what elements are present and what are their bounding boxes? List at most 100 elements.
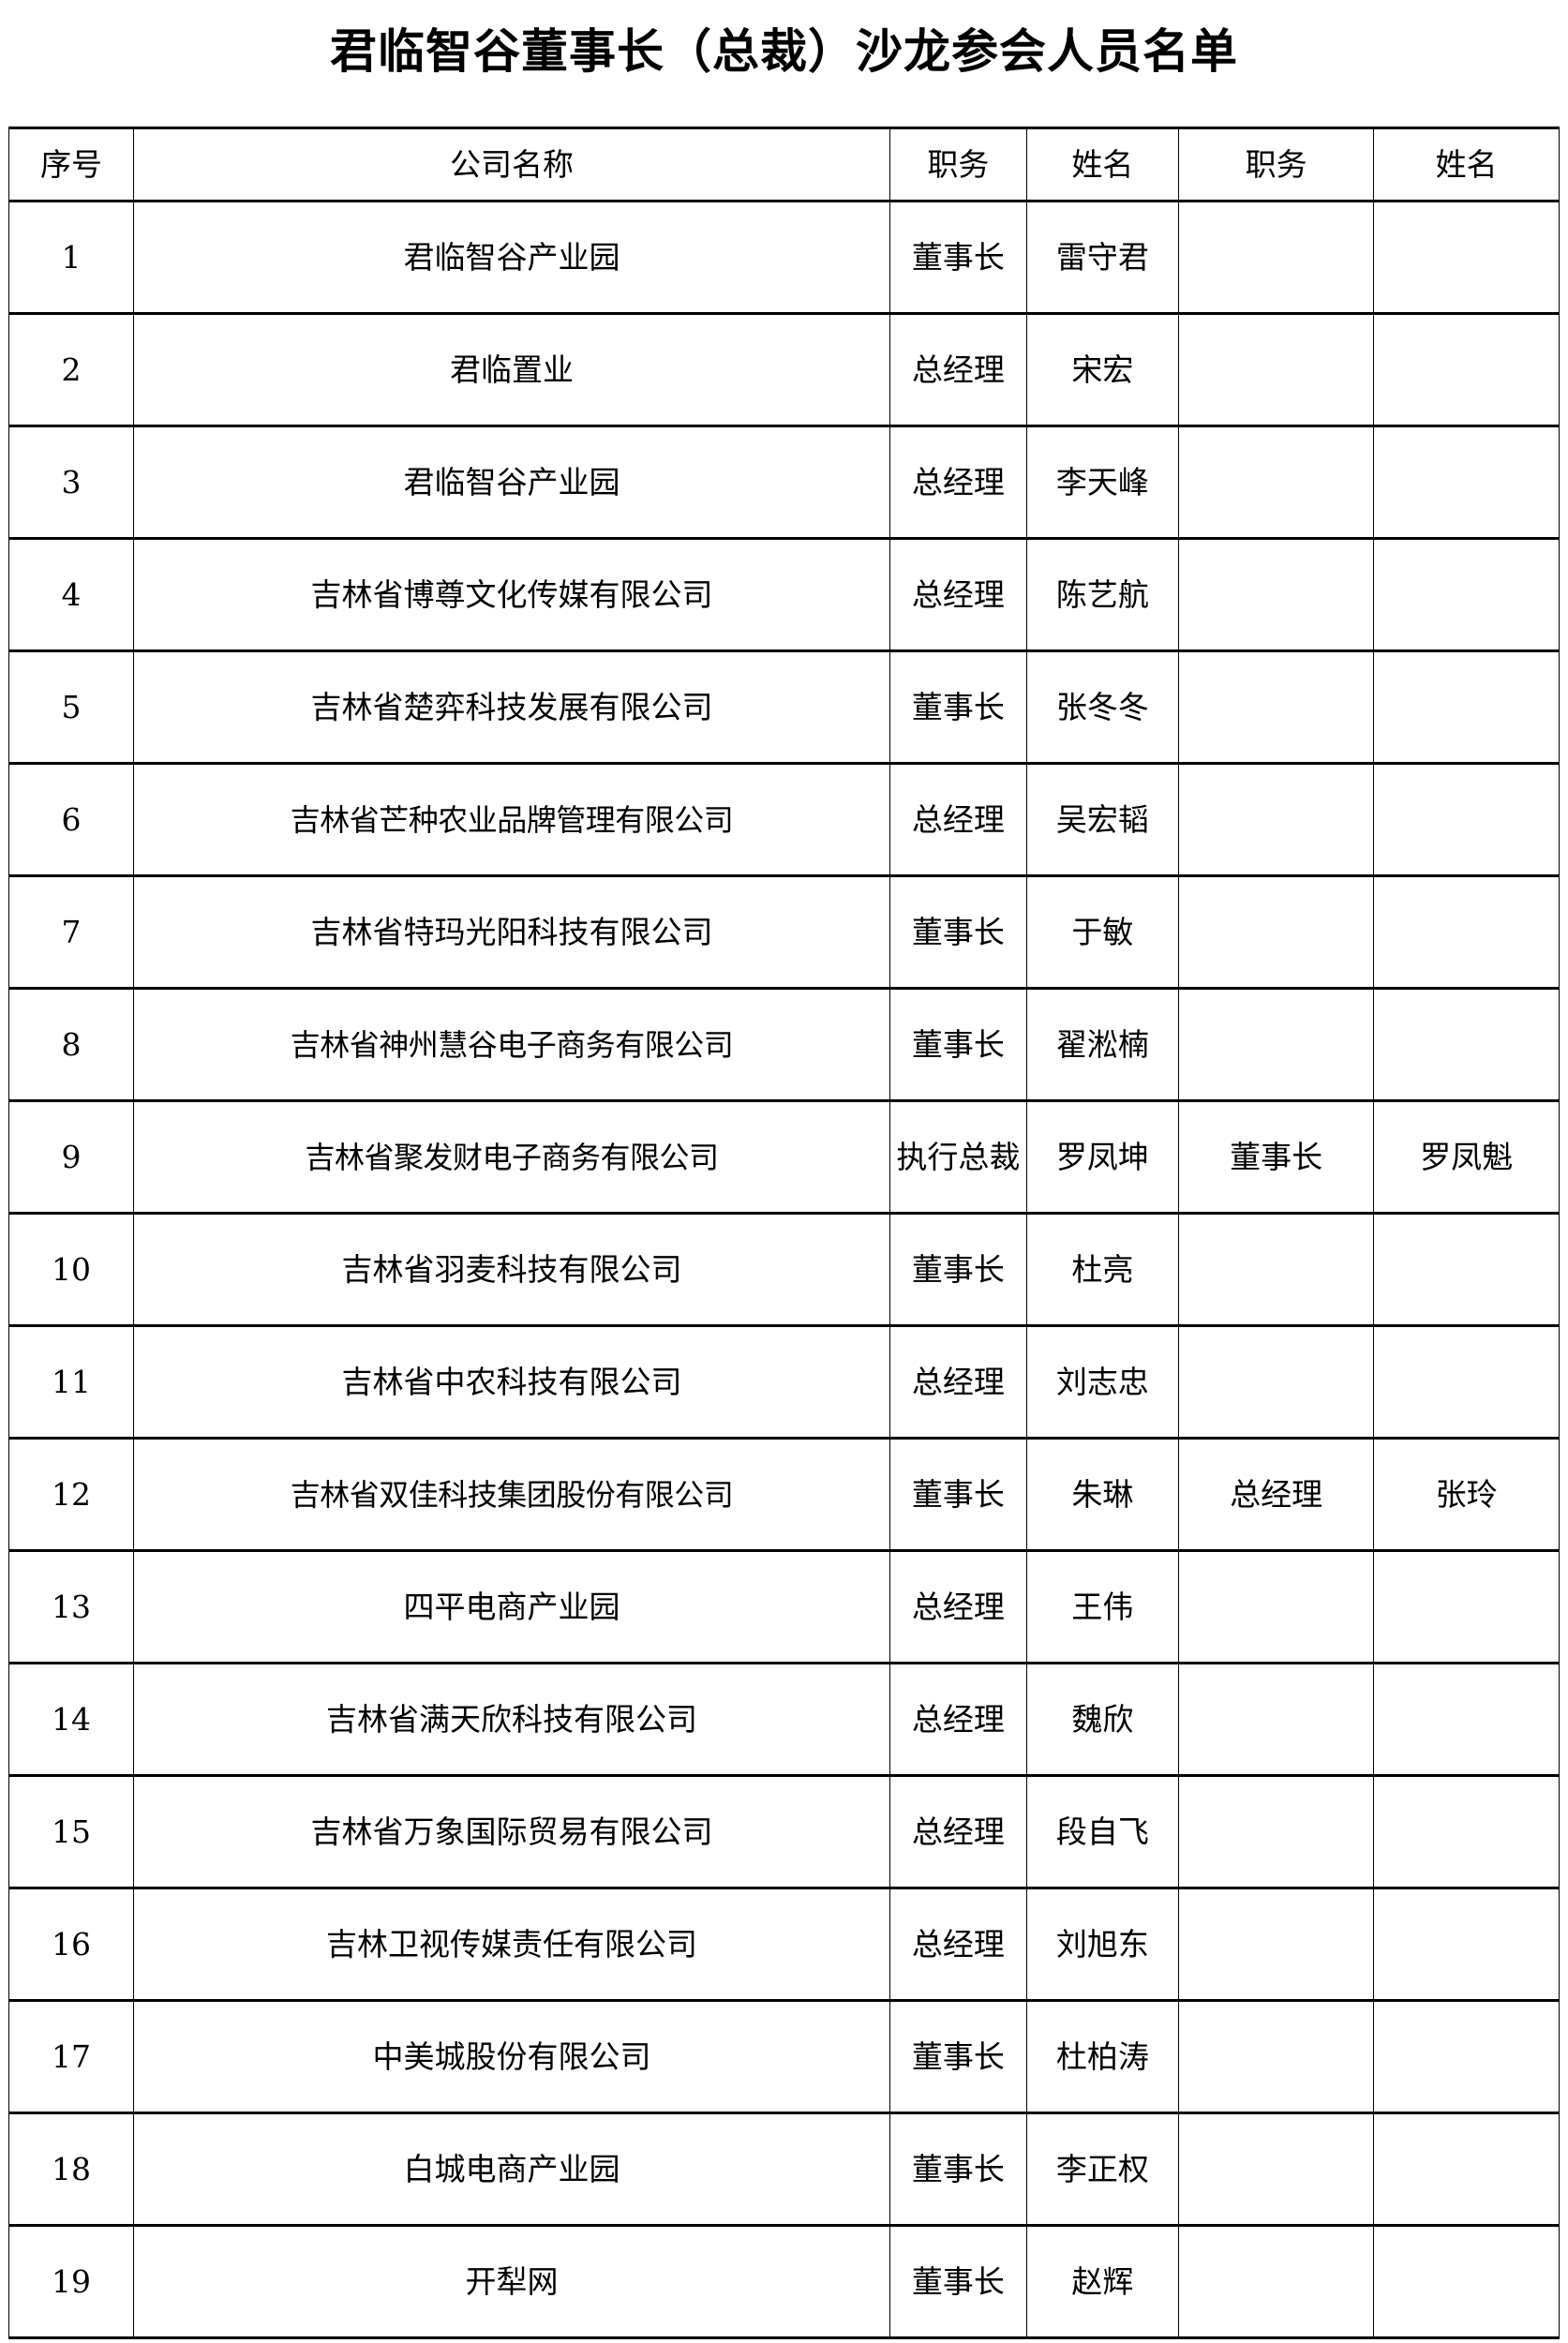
cell-title-2: [1178, 425, 1375, 540]
table-row: 14 吉林省满天欣科技有限公司 总经理 魏欣: [8, 1663, 1560, 1777]
cell-name-2: [1373, 2225, 1560, 2339]
cell-index: 6: [8, 763, 134, 877]
cell-name-1: 杜柏涛: [1025, 2000, 1180, 2114]
cell-name-2: 罗凤魁: [1373, 1100, 1560, 1215]
cell-name-1: 李正权: [1025, 2112, 1180, 2227]
cell-title-2: [1178, 1550, 1375, 1664]
cell-name-1: 陈艺航: [1025, 538, 1180, 652]
cell-company: 吉林省聚发财电子商务有限公司: [132, 1100, 891, 1215]
table-row: 15 吉林省万象国际贸易有限公司 总经理 段自飞: [8, 1775, 1560, 1889]
cell-name-2: [1373, 538, 1560, 652]
cell-name-2: 张玲: [1373, 1438, 1560, 1552]
cell-title-1: 董事长: [889, 2225, 1027, 2339]
cell-company: 四平电商产业园: [132, 1550, 891, 1664]
cell-name-1: 魏欣: [1025, 1663, 1180, 1777]
page-title: 君临智谷董事长（总裁）沙龙参会人员名单: [330, 24, 1238, 79]
cell-index: 19: [8, 2225, 134, 2339]
cell-title-1: 总经理: [889, 1550, 1027, 1664]
cell-title-2: [1178, 2225, 1375, 2339]
cell-name-2: [1373, 425, 1560, 540]
cell-index: 10: [8, 1213, 134, 1327]
cell-company: 君临智谷产业园: [132, 201, 891, 315]
table-row: 13 四平电商产业园 总经理 王伟: [8, 1550, 1560, 1664]
cell-title-2: [1178, 650, 1375, 765]
cell-name-1: 李天峰: [1025, 425, 1180, 540]
cell-name-2: [1373, 1888, 1560, 2002]
cell-name-2: [1373, 2112, 1560, 2227]
cell-company: 吉林省芒种农业品牌管理有限公司: [132, 763, 891, 877]
cell-title-1: 董事长: [889, 875, 1027, 990]
cell-company: 吉林省神州慧谷电子商务有限公司: [132, 988, 891, 1102]
cell-title-1: 总经理: [889, 538, 1027, 652]
cell-name-1: 刘旭东: [1025, 1888, 1180, 2002]
cell-company: 吉林省万象国际贸易有限公司: [132, 1775, 891, 1889]
cell-company: 吉林省博尊文化传媒有限公司: [132, 538, 891, 652]
table-row: 17 中美城股份有限公司 董事长 杜柏涛: [8, 2000, 1560, 2114]
table-header-row: 序号 公司名称 职务 姓名 职务 姓名: [8, 127, 1560, 202]
cell-name-1: 杜亮: [1025, 1213, 1180, 1327]
cell-title-1: 执行总裁: [889, 1100, 1027, 1215]
cell-name-1: 王伟: [1025, 1550, 1180, 1664]
cell-name-1: 段自飞: [1025, 1775, 1180, 1889]
cell-company: 君临智谷产业园: [132, 425, 891, 540]
cell-name-2: [1373, 201, 1560, 315]
cell-title-2: 董事长: [1178, 1100, 1375, 1215]
table-row: 10 吉林省羽麦科技有限公司 董事长 杜亮: [8, 1213, 1560, 1327]
table-row: 2 君临置业 总经理 宋宏: [8, 313, 1560, 427]
cell-name-1: 朱琳: [1025, 1438, 1180, 1552]
cell-name-2: [1373, 313, 1560, 427]
table-row: 7 吉林省特玛光阳科技有限公司 董事长 于敏: [8, 875, 1560, 990]
cell-title-1: 董事长: [889, 1438, 1027, 1552]
column-header-title-2: 职务: [1178, 127, 1375, 202]
cell-name-1: 刘志忠: [1025, 1325, 1180, 1440]
table-row: 8 吉林省神州慧谷电子商务有限公司 董事长 翟淞楠: [8, 988, 1560, 1102]
cell-index: 12: [8, 1438, 134, 1552]
cell-title-1: 总经理: [889, 425, 1027, 540]
cell-title-2: [1178, 1663, 1375, 1777]
cell-index: 15: [8, 1775, 134, 1889]
table-row: 19 开犁网 董事长 赵辉: [8, 2225, 1560, 2339]
cell-name-1: 罗凤坤: [1025, 1100, 1180, 1215]
cell-name-2: [1373, 1550, 1560, 1664]
cell-title-1: 总经理: [889, 763, 1027, 877]
table-row: 12 吉林省双佳科技集团股份有限公司 董事长 朱琳 总经理 张玲: [8, 1438, 1560, 1552]
column-header-company: 公司名称: [132, 127, 891, 202]
column-header-index: 序号: [8, 127, 134, 202]
cell-company: 吉林省中农科技有限公司: [132, 1325, 891, 1440]
cell-title-2: [1178, 1775, 1375, 1889]
cell-title-2: [1178, 2112, 1375, 2227]
cell-name-1: 张冬冬: [1025, 650, 1180, 765]
cell-name-1: 翟淞楠: [1025, 988, 1180, 1102]
cell-company: 吉林卫视传媒责任有限公司: [132, 1888, 891, 2002]
cell-title-2: [1178, 538, 1375, 652]
column-header-name-1: 姓名: [1025, 127, 1180, 202]
cell-name-1: 宋宏: [1025, 313, 1180, 427]
cell-company: 吉林省双佳科技集团股份有限公司: [132, 1438, 891, 1552]
cell-company: 吉林省羽麦科技有限公司: [132, 1213, 891, 1327]
cell-index: 1: [8, 201, 134, 315]
cell-title-1: 董事长: [889, 201, 1027, 315]
cell-title-1: 总经理: [889, 1888, 1027, 2002]
cell-company: 君临置业: [132, 313, 891, 427]
cell-company: 开犁网: [132, 2225, 891, 2339]
cell-index: 17: [8, 2000, 134, 2114]
cell-title-1: 总经理: [889, 1663, 1027, 1777]
cell-title-2: [1178, 201, 1375, 315]
cell-name-1: 于敏: [1025, 875, 1180, 990]
cell-name-2: [1373, 1325, 1560, 1440]
roster-table-wrapper: 序号 公司名称 职务 姓名 职务 姓名 1 君临智谷产业园 董事长 雷守君 2 君临置业总…: [0, 127, 1568, 2339]
cell-name-2: [1373, 1213, 1560, 1327]
cell-title-1: 总经理: [889, 313, 1027, 427]
cell-name-1: 雷守君: [1025, 201, 1180, 315]
cell-title-1: 董事长: [889, 1213, 1027, 1327]
cell-index: 11: [8, 1325, 134, 1440]
cell-title-1: 董事长: [889, 2000, 1027, 2114]
cell-title-2: [1178, 1325, 1375, 1440]
cell-index: 2: [8, 313, 134, 427]
cell-index: 14: [8, 1663, 134, 1777]
table-row: 11 吉林省中农科技有限公司 总经理 刘志忠: [8, 1325, 1560, 1440]
cell-title-2: [1178, 2000, 1375, 2114]
cell-company: 吉林省满天欣科技有限公司: [132, 1663, 891, 1777]
table-row: 3 君临智谷产业园 总经理 李天峰: [8, 425, 1560, 540]
